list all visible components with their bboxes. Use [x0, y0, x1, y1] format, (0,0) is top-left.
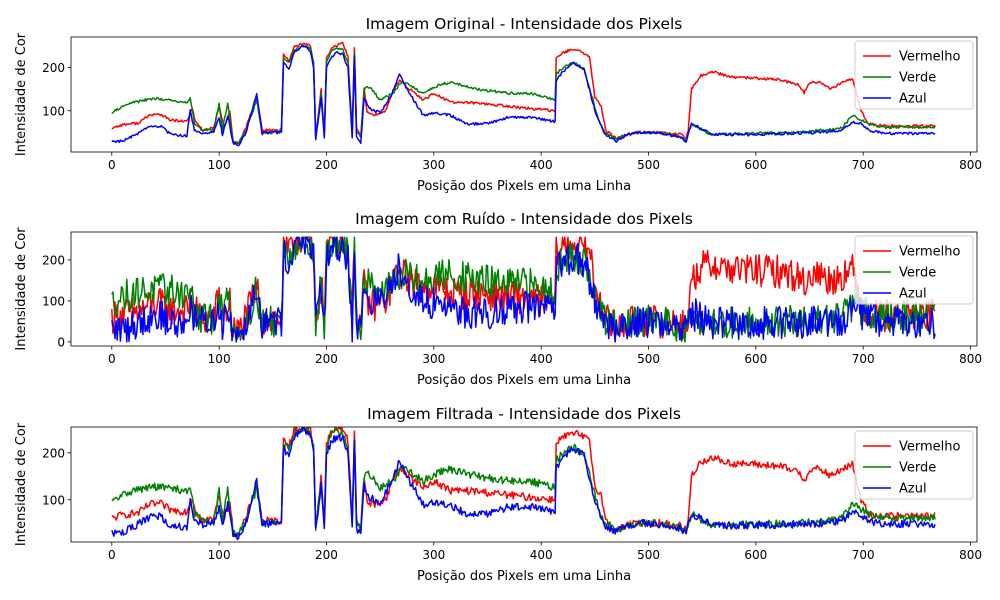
chart-panel-2: 0 100 200 300 400 500 600 700 800 0 100 200 Imagem c…	[14, 210, 982, 388]
legend-label-verde: Verde	[899, 461, 936, 476]
series-line-vermelho	[111, 427, 936, 538]
x-tick-label: 0	[108, 352, 116, 366]
x-tick-label: 300	[422, 352, 445, 366]
legend: Vermelho Verde Azul	[854, 235, 974, 305]
legend-label-azul: Azul	[899, 92, 927, 107]
y-tick-label: 100	[42, 104, 65, 118]
chart-panel-1: 0 100 200 300 400 500 600 700 800 100 200 Imagem Or…	[14, 15, 982, 194]
x-tick-label: 400	[530, 548, 553, 562]
x-axis-label: Posição dos Pixels em uma Linha	[417, 373, 631, 388]
x-tick-label: 500	[637, 158, 660, 172]
y-axis-label: Intensidade de Cor	[14, 227, 29, 351]
chart-panel-3: 0 100 200 300 400 500 600 700 800 100 200 Imagem Fi…	[14, 405, 982, 584]
legend: Vermelho Verde Azul	[854, 40, 974, 110]
x-axis-label: Posição dos Pixels em uma Linha	[417, 179, 631, 194]
x-axis-label: Posição dos Pixels em uma Linha	[417, 569, 631, 584]
y-tick-label: 200	[42, 61, 65, 75]
y-tick-label: 100	[42, 493, 65, 507]
y-axis-label: Intensidade de Cor	[14, 32, 29, 156]
x-tick-label: 700	[852, 352, 875, 366]
x-tick-label: 600	[744, 352, 767, 366]
legend-box	[854, 430, 974, 500]
chart-title: Imagem Original - Intensidade dos Pixels	[366, 15, 683, 33]
x-tick-label: 700	[852, 548, 875, 562]
plot-frame	[70, 36, 978, 153]
x-tick-label: 200	[315, 548, 338, 562]
chart-title: Imagem Filtrada - Intensidade dos Pixels	[367, 405, 681, 423]
series-line-verde	[111, 44, 936, 145]
legend-label-vermelho: Vermelho	[899, 245, 961, 260]
x-tick-label: 200	[315, 158, 338, 172]
series-line-azul	[111, 45, 936, 147]
y-tick-label: 200	[42, 253, 65, 267]
x-tick-label: 400	[530, 352, 553, 366]
x-tick-label: 400	[530, 158, 553, 172]
legend-box	[854, 235, 974, 305]
x-tick-label: 800	[959, 548, 982, 562]
x-tick-label: 700	[852, 158, 875, 172]
x-tick-label: 600	[744, 548, 767, 562]
legend-label-azul: Azul	[899, 482, 927, 497]
plot-frame	[70, 231, 978, 347]
x-tick-label: 300	[422, 548, 445, 562]
x-tick-label: 600	[744, 158, 767, 172]
x-tick-label: 800	[959, 158, 982, 172]
legend-label-azul: Azul	[899, 287, 927, 302]
chart-title: Imagem com Ruído - Intensidade dos Pixel…	[355, 210, 693, 228]
x-tick-label: 100	[208, 158, 231, 172]
series-line-azul	[111, 427, 936, 541]
legend-label-vermelho: Vermelho	[899, 440, 961, 455]
x-tick-label: 100	[208, 352, 231, 366]
x-tick-label: 200	[315, 352, 338, 366]
legend-label-verde: Verde	[899, 71, 936, 86]
plot-frame	[70, 426, 978, 543]
x-tick-label: 300	[422, 158, 445, 172]
legend-label-verde: Verde	[899, 266, 936, 281]
x-tick-label: 100	[208, 548, 231, 562]
x-tick-label: 0	[108, 158, 116, 172]
x-tick-label: 500	[637, 548, 660, 562]
series-line-azul	[111, 236, 936, 343]
y-tick-label: 100	[42, 294, 65, 308]
legend-box	[854, 40, 974, 110]
y-axis-label: Intensidade de Cor	[14, 422, 29, 546]
y-tick-label: 200	[42, 446, 65, 460]
y-tick-label: 0	[57, 335, 65, 349]
x-tick-label: 0	[108, 548, 116, 562]
legend: Vermelho Verde Azul	[854, 430, 974, 500]
x-tick-label: 800	[959, 352, 982, 366]
x-tick-label: 500	[637, 352, 660, 366]
legend-label-vermelho: Vermelho	[899, 50, 961, 65]
